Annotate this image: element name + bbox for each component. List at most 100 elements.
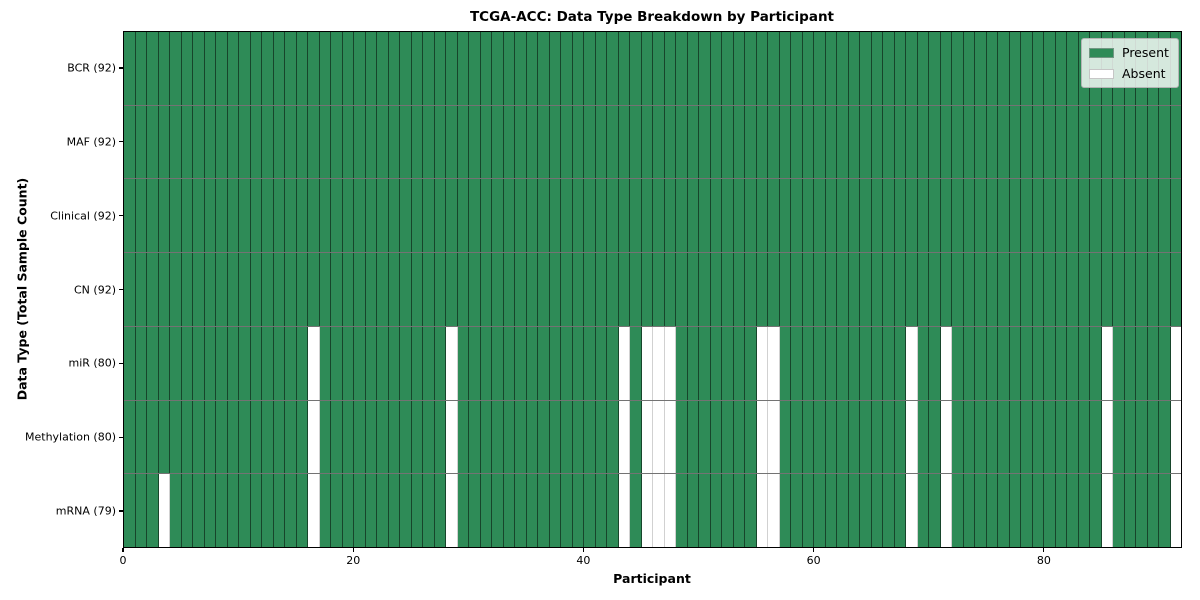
heatmap-cell [802, 179, 814, 253]
heatmap-cell [641, 179, 653, 253]
heatmap-cell [1090, 105, 1102, 179]
y-tick-label: Clinical (92) [50, 209, 116, 223]
heatmap-cell [457, 400, 469, 474]
heatmap-cell [411, 474, 423, 548]
heatmap-cell [1101, 105, 1113, 179]
heatmap-cell [285, 400, 297, 474]
heatmap-cell [285, 179, 297, 253]
heatmap-cell [1044, 400, 1056, 474]
heatmap-cell [538, 32, 550, 105]
heatmap-cell [480, 400, 492, 474]
heatmap-cell [388, 326, 400, 400]
heatmap-cell [388, 253, 400, 326]
heatmap-cell [446, 400, 458, 474]
plot-area [123, 31, 1182, 548]
heatmap-cell [1136, 105, 1148, 179]
heatmap-cell [515, 474, 527, 548]
heatmap-cell [917, 179, 929, 253]
heatmap-cell [917, 326, 929, 400]
heatmap-cell [837, 179, 849, 253]
heatmap-cell [319, 326, 331, 400]
heatmap-cell [1147, 326, 1159, 400]
heatmap-cell [871, 105, 883, 179]
heatmap-cell [963, 105, 975, 179]
heatmap-cell [1136, 253, 1148, 326]
heatmap-cell [929, 253, 941, 326]
heatmap-cell [193, 474, 205, 548]
heatmap-cell [814, 179, 826, 253]
heatmap-cell [1113, 326, 1125, 400]
heatmap-cell [285, 253, 297, 326]
heatmap-cell [756, 400, 768, 474]
heatmap-cell [630, 326, 642, 400]
heatmap-cell [572, 179, 584, 253]
heatmap-cell [1021, 179, 1033, 253]
heatmap-cell [446, 474, 458, 548]
heatmap-cell [1021, 253, 1033, 326]
y-tick-mark [119, 141, 123, 143]
heatmap-cell [147, 32, 159, 105]
heatmap-cell [584, 326, 596, 400]
x-tick-label: 0 [119, 554, 127, 567]
x-tick-mark [813, 548, 815, 552]
heatmap-cell [722, 253, 734, 326]
heatmap-cell [124, 474, 136, 548]
heatmap-cell [940, 179, 952, 253]
heatmap-cell [296, 105, 308, 179]
heatmap-cell [400, 400, 412, 474]
heatmap-cell [434, 326, 446, 400]
heatmap-cell [549, 474, 561, 548]
heatmap-cell [239, 179, 251, 253]
heatmap-cell [239, 326, 251, 400]
heatmap-cell [250, 474, 262, 548]
heatmap-cell [986, 253, 998, 326]
heatmap-cell [170, 32, 182, 105]
heatmap-cell [342, 326, 354, 400]
heatmap-cell [745, 326, 757, 400]
heatmap-cell [618, 105, 630, 179]
heatmap-cell [216, 32, 228, 105]
heatmap-cell [227, 179, 239, 253]
heatmap-cell [216, 326, 228, 400]
heatmap-cell [687, 105, 699, 179]
heatmap-cell [1044, 179, 1056, 253]
heatmap-cell [526, 400, 538, 474]
heatmap-cell [607, 179, 619, 253]
y-tick-mark [119, 288, 123, 291]
heatmap-cell [388, 105, 400, 179]
heatmap-cell [250, 253, 262, 326]
heatmap-cell [308, 326, 320, 400]
heatmap-cell [1009, 326, 1021, 400]
heatmap-cell [871, 32, 883, 105]
heatmap-cell [722, 400, 734, 474]
heatmap-cell [423, 474, 435, 548]
heatmap-cell [124, 326, 136, 400]
heatmap-cell [1078, 105, 1090, 179]
heatmap-cell [825, 105, 837, 179]
heatmap-cell [193, 326, 205, 400]
heatmap-cell [1124, 253, 1136, 326]
heatmap-cell [1147, 179, 1159, 253]
heatmap-cell [1067, 105, 1079, 179]
heatmap-cell [469, 326, 481, 400]
heatmap-cell [227, 105, 239, 179]
heatmap-cell [779, 253, 791, 326]
heatmap-cell [1055, 253, 1067, 326]
heatmap-cell [273, 253, 285, 326]
heatmap-cell [1009, 105, 1021, 179]
heatmap-cell [894, 326, 906, 400]
heatmap-row-clinical [124, 179, 1181, 254]
heatmap-cell [1147, 400, 1159, 474]
heatmap-cell [779, 400, 791, 474]
heatmap-cell [986, 474, 998, 548]
heatmap-cell [549, 105, 561, 179]
heatmap-cell [354, 326, 366, 400]
x-tick-label: 60 [806, 554, 821, 567]
heatmap-cell [342, 400, 354, 474]
heatmap-cell [687, 400, 699, 474]
heatmap-cell [285, 326, 297, 400]
heatmap-cell [1021, 105, 1033, 179]
heatmap-cell [331, 179, 343, 253]
heatmap-cell [641, 253, 653, 326]
heatmap-cell [710, 326, 722, 400]
